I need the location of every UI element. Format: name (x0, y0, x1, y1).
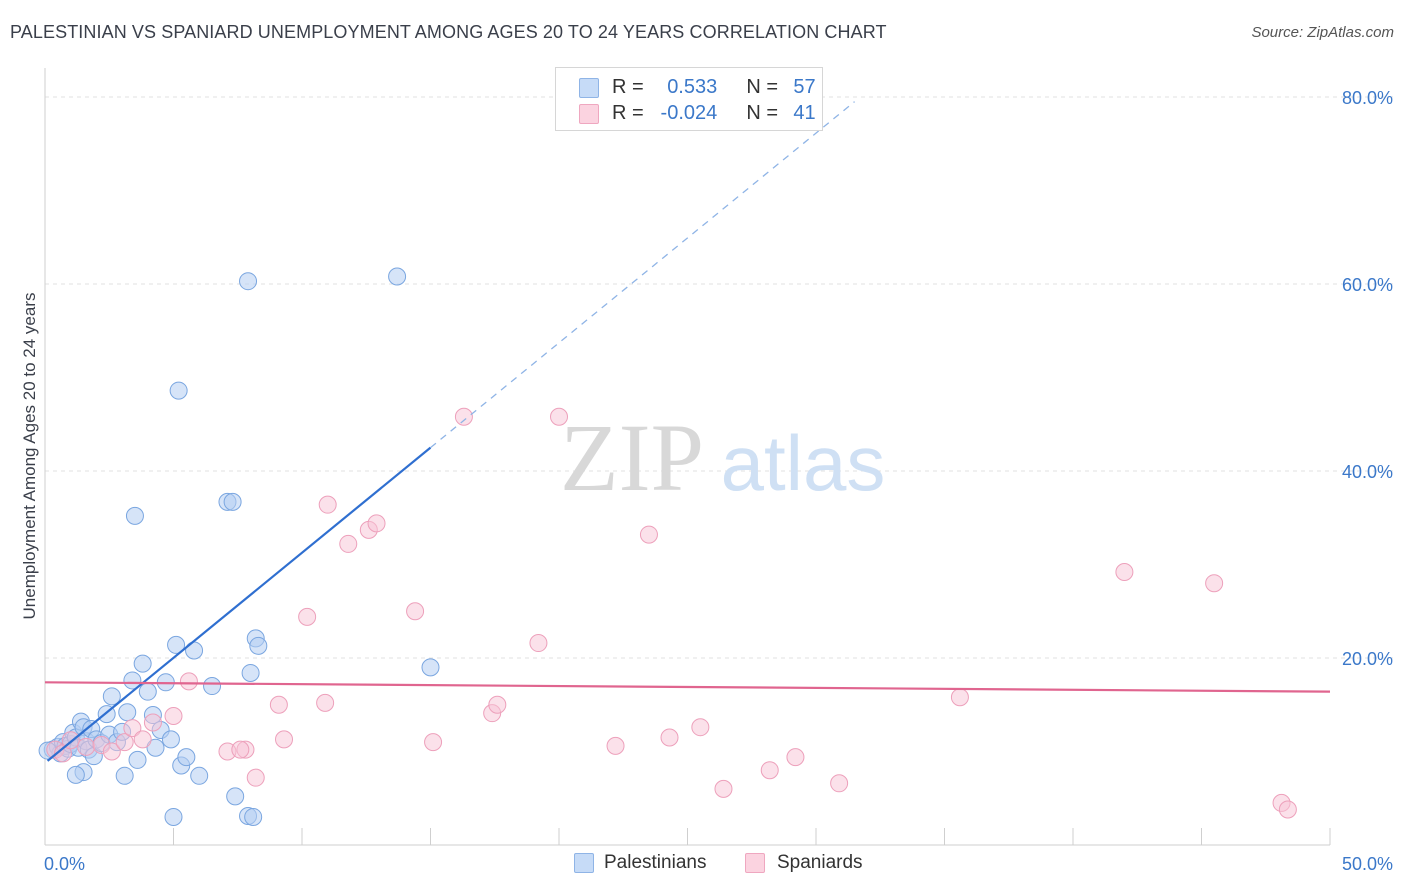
palestinian-point (118, 703, 137, 722)
palestinian-point (164, 807, 183, 826)
palestinian-point (133, 654, 152, 673)
spaniard-point (488, 695, 507, 714)
spaniard-point (133, 730, 152, 749)
bottom-legend-swatch-spaniards (745, 853, 765, 873)
legend-r-value: 0.533 (667, 76, 718, 98)
spaniard-point (298, 607, 317, 626)
palestinian-point (421, 658, 440, 677)
spaniard-point (269, 695, 288, 714)
spaniard-point (318, 495, 337, 514)
source-label: Source: ZipAtlas.com (1251, 24, 1394, 41)
spaniards-trend-line (44, 681, 1331, 693)
legend-swatch-palestinians (579, 78, 599, 98)
legend-n-label: N = (746, 102, 779, 124)
palestinian-point (123, 671, 142, 690)
spaniard-point (1205, 574, 1224, 593)
x-tick-label: 0.0% (44, 854, 85, 874)
spaniard-point (77, 737, 96, 756)
spaniard-point (760, 761, 779, 780)
bottom-legend-palestinians: Palestinians (604, 852, 707, 873)
spaniard-point (424, 733, 443, 752)
palestinian-point (169, 381, 188, 400)
spaniard-point (231, 740, 250, 759)
palestinian-point (226, 787, 245, 806)
y-tick-label: 80.0% (1342, 88, 1393, 108)
gridlines (45, 96, 1395, 659)
spaniard-point (1278, 800, 1297, 819)
palestinian-point (223, 492, 242, 511)
palestinians-trend-line (46, 446, 432, 762)
legend-swatch-spaniards (579, 104, 599, 124)
spaniard-point (660, 728, 679, 747)
legend-row-palestinians: R = 0.533 N = 57 (612, 76, 816, 99)
palestinian-point (249, 636, 268, 655)
spaniard-point (123, 719, 142, 738)
palestinian-point (244, 807, 263, 826)
spaniard-point (830, 774, 849, 793)
palestinian-point (128, 750, 147, 769)
legend-row-spaniards: R = -0.024 N = 41 (612, 102, 816, 125)
legend-r-label: R = (612, 76, 644, 98)
spaniard-point (367, 514, 386, 533)
palestinian-point (102, 687, 121, 706)
bottom-legend-spaniards: Spaniards (777, 852, 863, 873)
spaniard-point (115, 733, 134, 752)
spaniard-point (639, 525, 658, 544)
legend-n-label: N = (746, 76, 779, 98)
palestinian-point (167, 635, 186, 654)
palestinian-point (388, 267, 407, 286)
correlation-legend: R = 0.533 N = 57 R = -0.024 N = 41 (555, 67, 823, 131)
spaniard-point (179, 672, 198, 691)
palestinian-point (190, 766, 209, 785)
palestinian-point (138, 682, 157, 701)
chart-title: PALESTINIAN VS SPANIARD UNEMPLOYMENT AMO… (10, 22, 887, 42)
spaniard-point (406, 602, 425, 621)
spaniard-point (529, 634, 548, 653)
x-tick-label: 50.0% (1342, 854, 1393, 874)
palestinian-point (203, 677, 222, 696)
palestinians-trend-extension (430, 101, 855, 449)
palestinian-point (161, 730, 180, 749)
palestinian-point (241, 663, 260, 682)
legend-n-value: 41 (793, 102, 816, 124)
spaniard-point (714, 779, 733, 798)
spaniard-point (454, 407, 473, 426)
legend-n-value: 57 (793, 76, 816, 98)
spaniard-point (102, 742, 121, 761)
legend-r-label: R = (612, 102, 644, 124)
palestinian-point (177, 748, 196, 767)
spaniard-point (1115, 562, 1134, 581)
spaniard-point (550, 407, 568, 426)
axes (44, 68, 1331, 846)
legend-r-value: -0.024 (660, 102, 718, 124)
y-tick-label: 60.0% (1342, 275, 1393, 295)
palestinian-point (115, 766, 134, 785)
watermark: ZIP atlas (560, 404, 885, 511)
bottom-legend-swatch-palestinians (574, 853, 594, 873)
trend-lines (44, 101, 1331, 762)
palestinian-point (239, 272, 258, 291)
spaniard-point (786, 748, 805, 767)
spaniard-point (950, 688, 969, 707)
watermark-atlas: atlas (721, 419, 886, 507)
spaniard-point (339, 534, 358, 553)
tick-labels: 20.0% 40.0% 60.0% 80.0% 0.0% 50.0% (44, 88, 1393, 874)
spaniard-point (164, 706, 183, 725)
spaniard-point (606, 736, 625, 755)
spaniard-point (275, 730, 294, 749)
spaniard-point (316, 693, 335, 712)
watermark-zip: ZIP (560, 404, 704, 511)
palestinian-point (66, 765, 85, 784)
spaniards-points (46, 407, 1297, 819)
spaniard-point (143, 713, 162, 732)
y-tick-label: 20.0% (1342, 649, 1393, 669)
palestinian-point (125, 506, 144, 525)
spaniard-point (691, 718, 710, 737)
y-tick-label: 40.0% (1342, 462, 1393, 482)
spaniard-point (246, 768, 265, 787)
palestinian-point (146, 738, 165, 757)
